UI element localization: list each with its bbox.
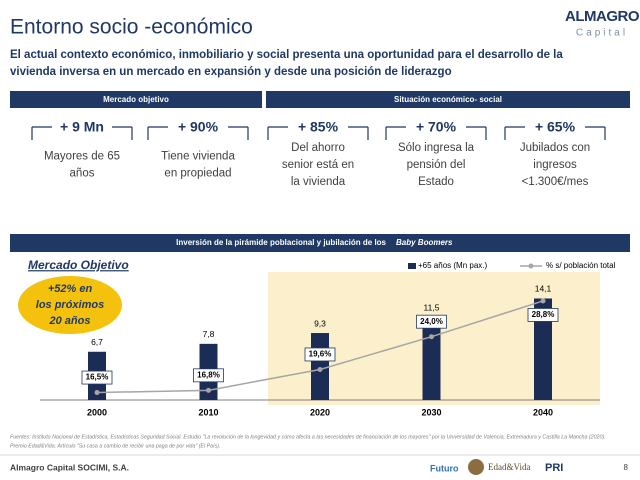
value-label-box <box>416 314 447 329</box>
bar-label: 9,3 <box>314 318 326 328</box>
kpi-text: Mayores de 65 <box>44 151 120 163</box>
bar <box>311 333 329 400</box>
kpi-text: senior está en <box>282 159 354 171</box>
kpi-text: Sólo ingresa la <box>398 142 475 154</box>
legend-swatch <box>408 263 416 269</box>
kpi-text: pensión del <box>407 159 466 171</box>
callout-text: +52% en <box>48 283 93 295</box>
logo: Edad&Vida <box>488 462 530 472</box>
kpi-value: + 9 Mn <box>60 119 104 135</box>
company: Almagro Capital SOCIMI, S.A. <box>10 462 129 472</box>
legend-marker <box>528 263 534 269</box>
x-tick-label: 2010 <box>198 407 218 417</box>
value-label-box <box>193 368 224 383</box>
line-marker <box>94 390 100 396</box>
bar-label: 11,5 <box>424 302 440 312</box>
sources: Fuentes: Instituto Nacional de Estadísti… <box>10 434 606 440</box>
kpi-value: + 90% <box>178 119 219 135</box>
line-label: 28,8% <box>532 310 555 319</box>
line-marker <box>540 298 546 304</box>
callout-text: 20 años <box>49 315 91 327</box>
section-label: Situación económico- social <box>394 95 502 104</box>
kpi-text: Tiene vivienda <box>161 151 235 163</box>
kpi-text: ingresos <box>533 159 577 171</box>
line-label: 24,0% <box>420 317 443 326</box>
kpi-value: + 85% <box>298 119 339 135</box>
band-emphasis: Baby Boomers <box>396 238 453 247</box>
kpi-text: Jubilados con <box>520 142 590 154</box>
logo: PRI <box>545 462 563 474</box>
page-number: 8 <box>624 463 629 472</box>
x-tick-label: 2020 <box>310 407 330 417</box>
subtitle: El actual contexto económico, inmobiliar… <box>10 49 563 61</box>
x-tick-label: 2000 <box>87 407 107 417</box>
band-text: Inversión de la pirámide poblacional y j… <box>176 238 386 247</box>
line-marker <box>317 366 323 372</box>
legend-label: % s/ población total <box>546 261 616 270</box>
value-label-box <box>81 370 113 385</box>
bar-label: 7,8 <box>203 329 215 339</box>
kpi-text: la vivienda <box>291 176 346 188</box>
section-bar <box>10 91 262 108</box>
band <box>10 234 630 252</box>
line-label: 16,5% <box>86 373 109 382</box>
line-marker <box>429 334 434 340</box>
kpi-value: + 70% <box>416 119 457 135</box>
x-tick-label: 2040 <box>533 407 553 417</box>
line-label: 19,6% <box>309 350 332 359</box>
bar-label: 14,1 <box>535 284 552 294</box>
kpi-text: Estado <box>418 176 454 188</box>
value-label-box <box>527 308 559 322</box>
legend-label: +65 años (Mn pax.) <box>418 261 487 270</box>
logo-name: ALMAGRO <box>565 8 640 25</box>
kpi-text: Del ahorro <box>291 142 345 154</box>
section-label: Mercado objetivo <box>103 95 169 104</box>
subtitle: vivienda inversa en un mercado en expans… <box>10 66 452 78</box>
sources: Premio Edad&Vida. Artículo "Su casa a ca… <box>10 443 220 449</box>
kpi-value: + 65% <box>535 119 576 135</box>
bar <box>534 298 552 400</box>
bar-label: 6,7 <box>91 337 103 347</box>
logo: Futuro <box>430 463 459 473</box>
callout <box>18 276 122 334</box>
value-label-box <box>304 347 336 362</box>
logo-icon <box>468 459 484 475</box>
line-label: 16,8% <box>197 370 220 379</box>
callout-text: los próximos <box>36 299 104 311</box>
kpi-text: <1.300€/mes <box>522 176 589 188</box>
section-bar <box>266 91 630 108</box>
chart-title: Mercado Objetivo <box>28 258 129 272</box>
x-tick-label: 2030 <box>421 407 441 417</box>
slide-title: Entorno socio -económico <box>10 16 253 39</box>
line-marker <box>206 387 211 393</box>
kpi-text: en propiedad <box>164 168 231 180</box>
kpi-text: años <box>70 168 95 180</box>
logo-sub: Capital <box>576 28 628 39</box>
bar <box>422 317 441 400</box>
